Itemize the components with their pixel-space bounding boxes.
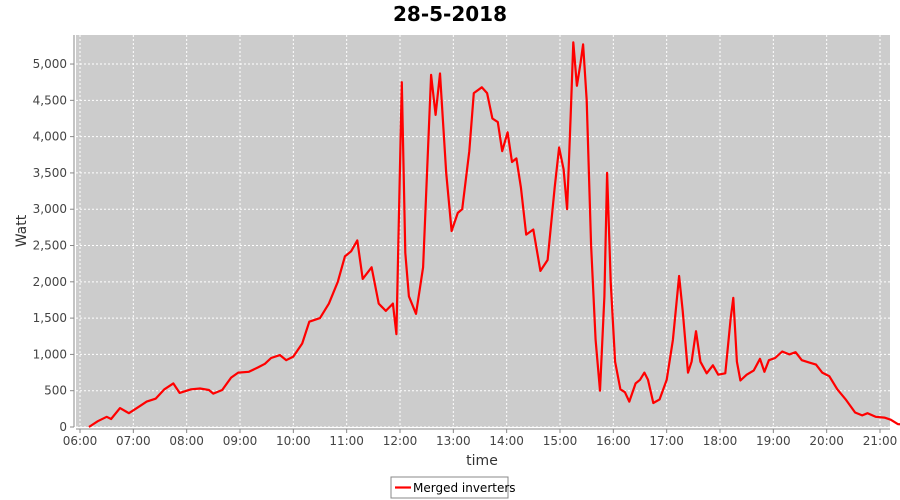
y-tick-label: 3,500 [33, 166, 67, 180]
y-tick-label: 0 [59, 420, 67, 434]
y-axis-label: Watt [14, 214, 30, 247]
x-tick-label: 16:00 [596, 434, 631, 448]
y-tick-label: 4,500 [33, 93, 67, 107]
x-tick-label: 20:00 [809, 434, 844, 448]
y-tick-label: 1,000 [33, 347, 67, 361]
x-tick-label: 15:00 [543, 434, 578, 448]
y-tick-label: 3,000 [33, 202, 67, 216]
x-axis-label: time [466, 453, 498, 469]
y-tick-label: 500 [44, 384, 67, 398]
y-tick-label: 2,500 [33, 239, 67, 253]
x-tick-label: 09:00 [223, 434, 258, 448]
y-tick-label: 2,000 [33, 275, 67, 289]
y-tick-label: 5,000 [33, 57, 67, 71]
x-tick-label: 13:00 [436, 434, 471, 448]
x-tick-label: 08:00 [169, 434, 204, 448]
x-tick-label: 06:00 [63, 434, 98, 448]
x-tick-label: 11:00 [329, 434, 364, 448]
y-axis-ticks: 0 500 1,000 1,500 2,000 2,500 3,000 3,500 4,000 4… [33, 57, 74, 434]
grid-lines [76, 35, 890, 428]
legend-box [390, 476, 509, 499]
x-tick-label: 19:00 [756, 434, 791, 448]
x-tick-label: 18:00 [703, 434, 738, 448]
chart-title: 28-5-2018 [393, 2, 507, 26]
legend-label: Merged inverters [413, 481, 516, 495]
legend: Merged inverters [390, 476, 516, 499]
x-tick-label: 17:00 [649, 434, 684, 448]
plot-area [76, 35, 890, 427]
x-tick-label: 10:00 [276, 434, 311, 448]
x-tick-label: 14:00 [489, 434, 524, 448]
x-tick-label: 07:00 [116, 434, 151, 448]
x-axis-ticks: 06:00 07:00 08:00 09:00 10:00 11:00 12:00 13:00… [63, 429, 898, 448]
series-line-merged-inverters [88, 41, 900, 428]
x-tick-label: 12:00 [383, 434, 418, 448]
y-tick-label: 4,000 [33, 130, 67, 144]
x-tick-label: 21:00 [863, 434, 898, 448]
y-tick-label: 1,500 [33, 311, 67, 325]
